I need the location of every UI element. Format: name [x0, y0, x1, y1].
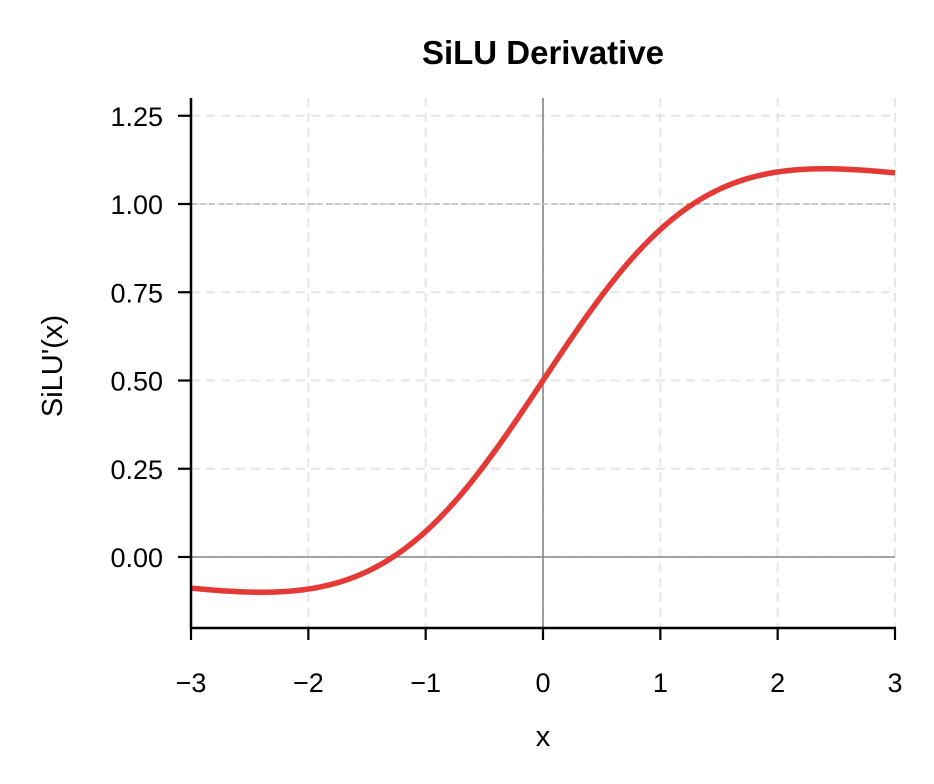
y-tick-label: 0.25 — [110, 455, 163, 485]
x-tick-label: −1 — [410, 668, 441, 698]
silu-derivative-line — [190, 166, 896, 595]
y-axis-label: SiLU'(x) — [37, 315, 69, 417]
x-axis-ticks: −3 −2 −1 0 1 2 3 — [176, 628, 903, 698]
x-axis-label: x — [536, 721, 551, 753]
x-tick-label: −3 — [176, 668, 207, 698]
x-tick-label: 3 — [887, 668, 902, 698]
reference-lines — [191, 98, 895, 628]
x-tick-label: −2 — [293, 668, 324, 698]
x-tick-label: 0 — [535, 668, 550, 698]
y-tick-label: 0.50 — [110, 367, 163, 397]
y-tick-label: 1.25 — [110, 102, 163, 132]
x-tick-label: 1 — [653, 668, 668, 698]
y-axis-ticks: 0.00 0.25 0.50 0.75 1.00 1.25 — [110, 102, 191, 573]
chart-title: SiLU Derivative — [422, 34, 664, 71]
x-tick-label: 2 — [770, 668, 785, 698]
y-tick-label: 0.75 — [110, 278, 163, 308]
y-tick-label: 0.00 — [110, 543, 163, 573]
y-tick-label: 1.00 — [110, 190, 163, 220]
